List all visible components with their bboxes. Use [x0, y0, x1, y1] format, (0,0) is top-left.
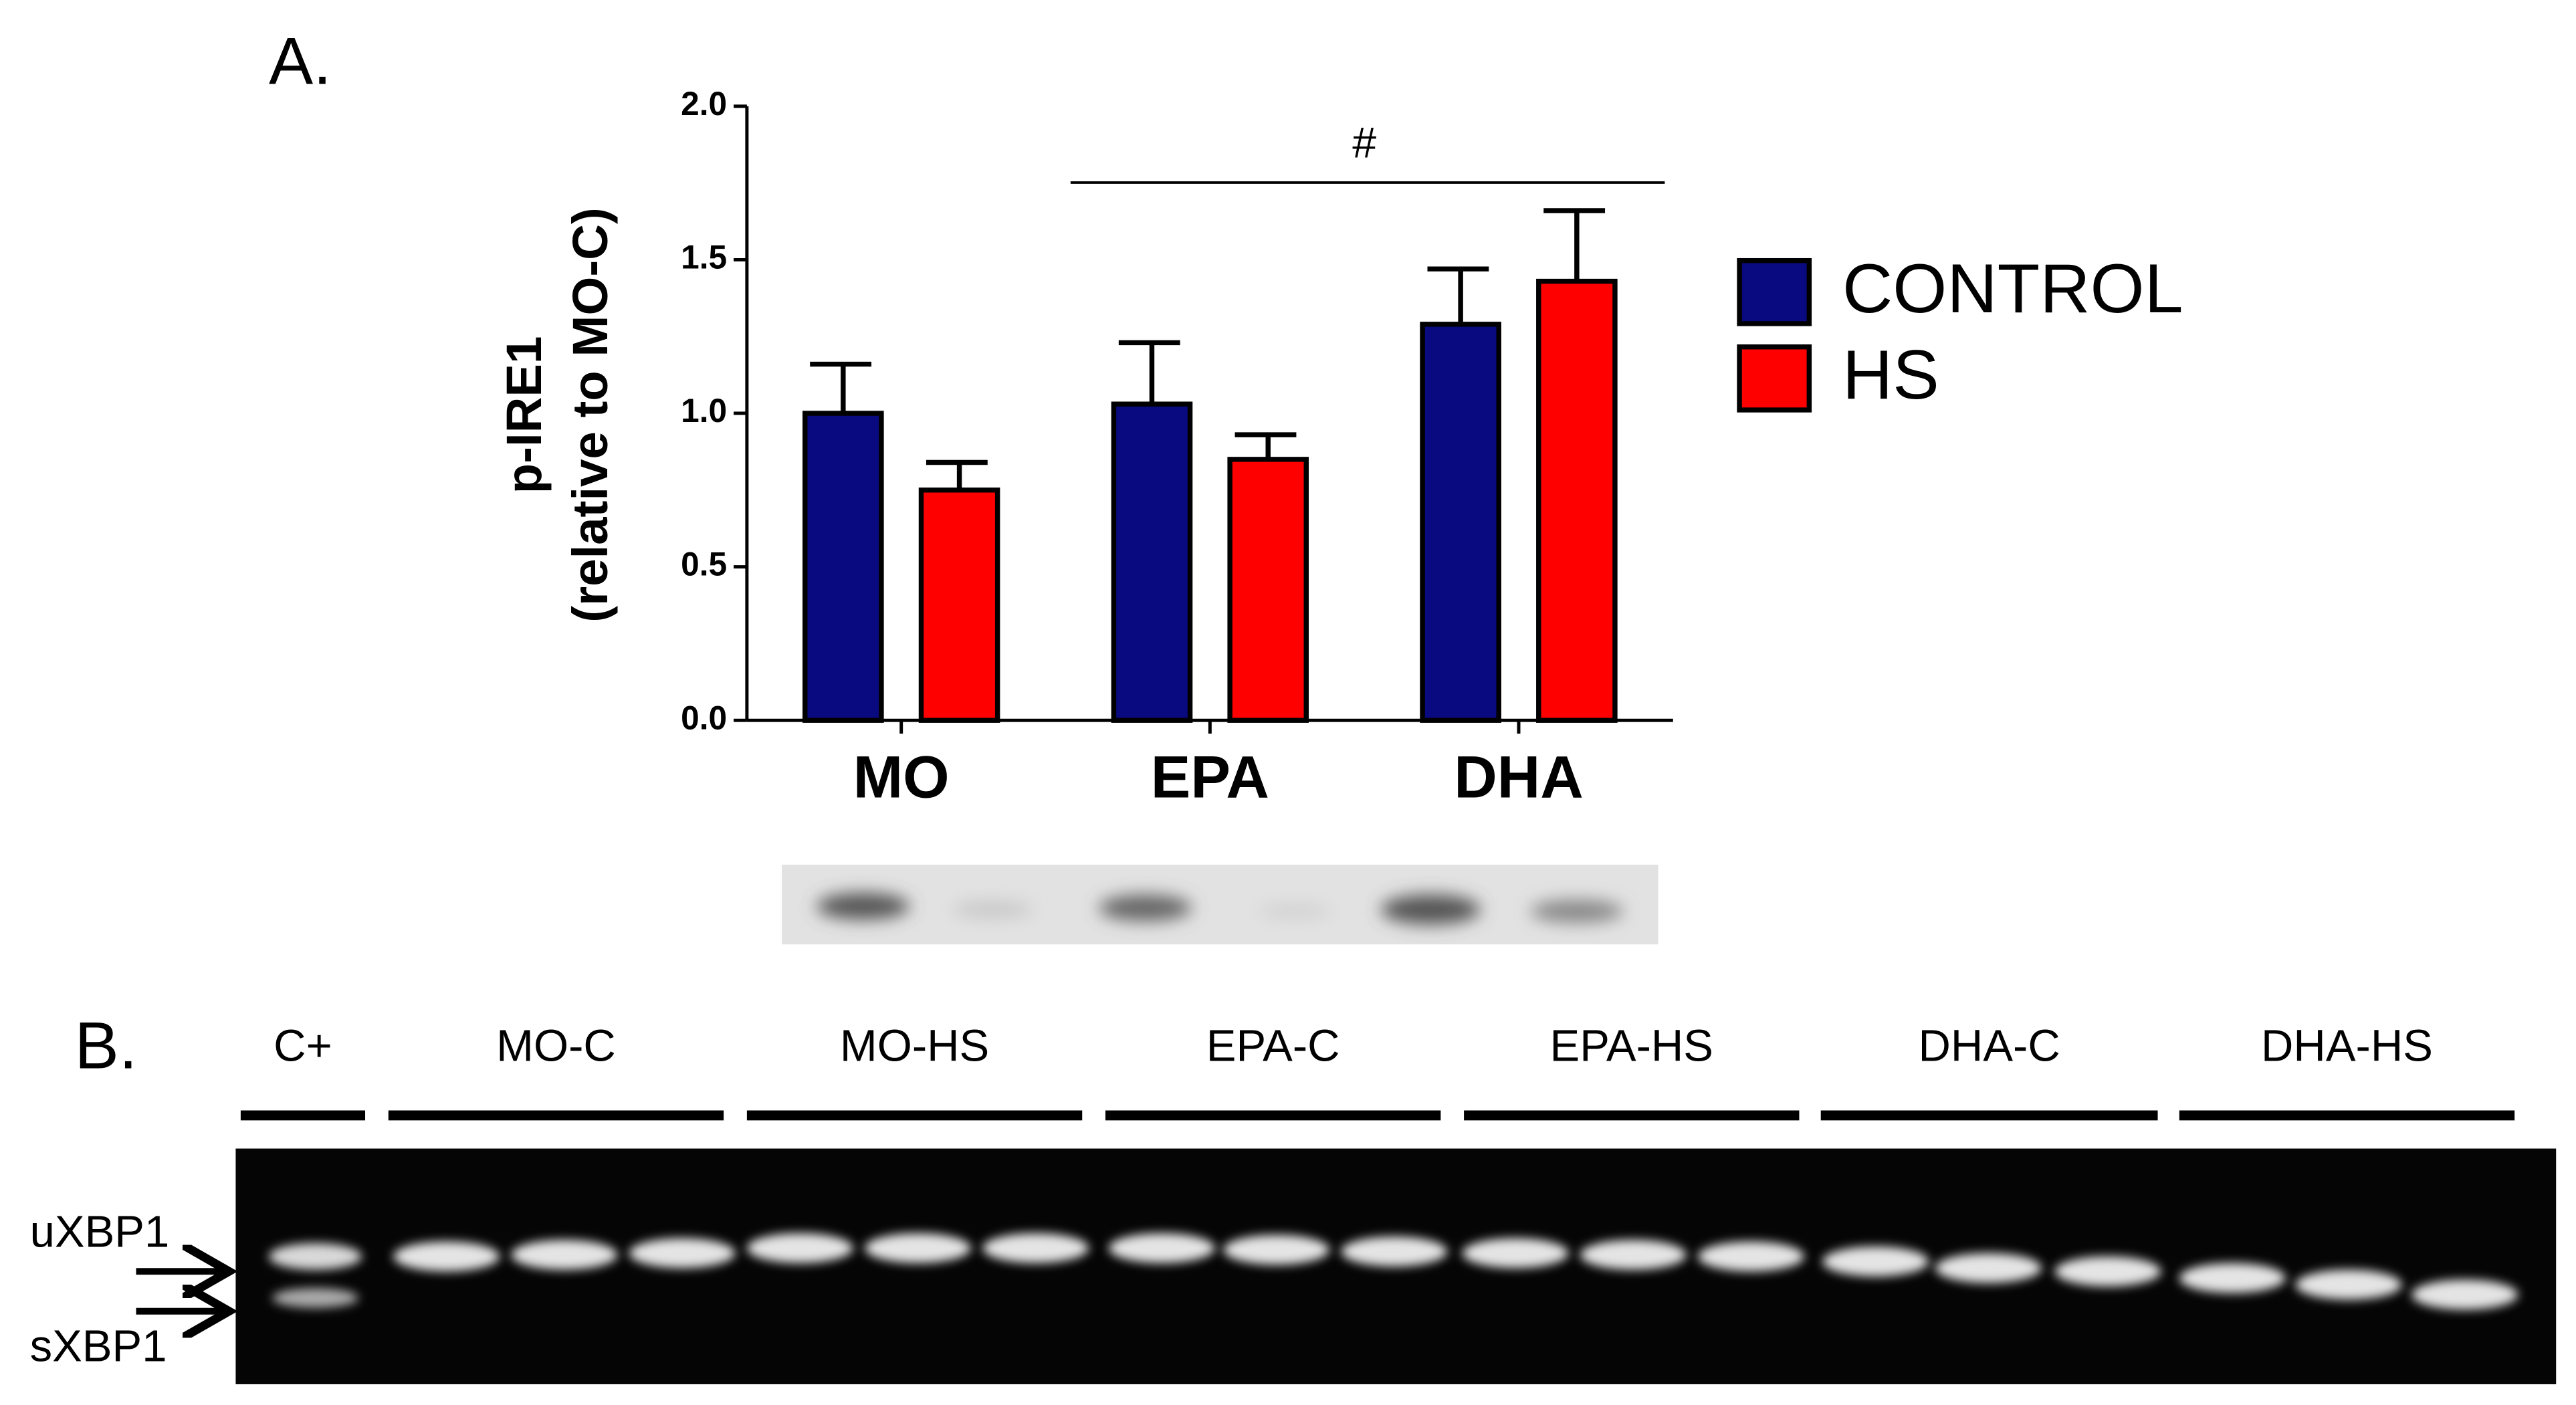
y-axis-label: (relative to MO-C) [562, 207, 618, 622]
bar [1227, 457, 1309, 723]
y-tick-label: 2.0 [681, 85, 727, 122]
gel-band [272, 1288, 359, 1308]
gel-band [269, 1242, 362, 1270]
gel-band [1822, 1246, 1929, 1277]
y-axis-label: p-IRE1 [496, 336, 552, 494]
lane-label: EPA-C [1206, 1020, 1340, 1071]
lane-label: DHA-C [1919, 1020, 2060, 1071]
lane-label: EPA-HS [1550, 1020, 1713, 1071]
gel-band [1462, 1238, 1569, 1269]
bar [1111, 401, 1193, 723]
gel-band [746, 1233, 853, 1263]
gel-band [629, 1238, 736, 1269]
legend-label: HS [1842, 336, 1939, 414]
panel-label: A. [269, 25, 332, 99]
legend-swatch [1737, 344, 1812, 413]
band-label: uXBP1 [30, 1206, 170, 1257]
gel-band [393, 1241, 500, 1272]
panel-label: B. [75, 1008, 138, 1083]
gel-band [1223, 1234, 1330, 1265]
x-tick-label: MO [853, 744, 950, 810]
gel-band [1935, 1253, 2042, 1283]
annotation: # [1352, 118, 1376, 167]
bar [802, 411, 884, 723]
gel-band [2054, 1256, 2161, 1287]
gel-band [2179, 1263, 2286, 1293]
band-label: sXBP1 [30, 1321, 167, 1372]
lane-label: MO-C [496, 1020, 616, 1071]
gel [235, 1148, 2557, 1384]
gel-band [1580, 1240, 1687, 1270]
gel-band [2295, 1269, 2402, 1300]
gel-band [982, 1233, 1089, 1263]
legend-label: CONTROL [1842, 250, 2183, 328]
y-tick-label: 0.0 [681, 699, 727, 736]
bar [918, 488, 1000, 723]
legend-swatch [1737, 257, 1812, 326]
gel-bands [269, 1233, 2518, 1310]
y-tick-label: 0.5 [681, 546, 727, 583]
western-blot [782, 865, 1658, 945]
lane-label: C+ [274, 1020, 332, 1071]
bar [1536, 278, 1618, 723]
y-tick-label: 1.5 [681, 239, 727, 276]
gel-band [511, 1240, 618, 1270]
lane-label: DHA-HS [2261, 1020, 2433, 1071]
gel-band [1341, 1236, 1448, 1267]
gel-band [1698, 1241, 1804, 1272]
bar [1420, 322, 1501, 723]
x-tick-label: DHA [1454, 744, 1584, 810]
gel-band [1108, 1233, 1215, 1263]
y-tick-label: 1.0 [681, 392, 727, 429]
lane-label: MO-HS [840, 1020, 989, 1071]
gel-band [2411, 1279, 2518, 1310]
x-tick-label: EPA [1151, 744, 1269, 810]
gel-band [865, 1233, 971, 1263]
